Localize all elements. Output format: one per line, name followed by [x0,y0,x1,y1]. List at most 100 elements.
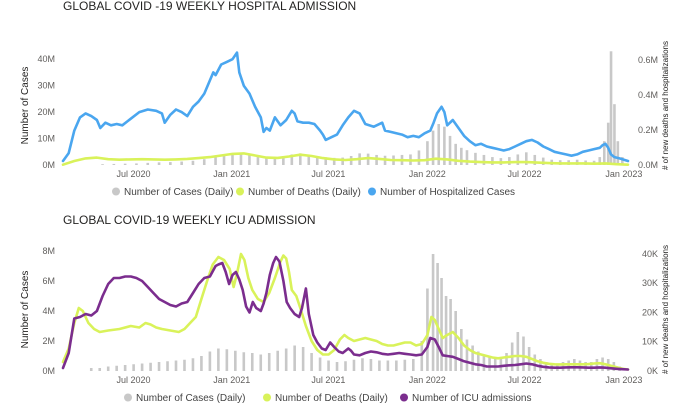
cases-bar [135,163,138,165]
legend-swatch [124,393,132,402]
y-right-tick-label: 0.0M [638,160,658,170]
legend-label: Number of Cases (Daily) [124,187,233,198]
legend-item[interactable]: Number of Cases (Daily) [124,393,245,404]
y-right-axis-label: # of new deaths and hospitalizations [661,245,670,374]
cases-bar [299,153,302,165]
y-right-tick-label: 20K [642,307,658,317]
cases-bar [465,339,469,371]
cases-bar [533,154,537,165]
cases-bar [474,152,477,165]
cases-bar [265,157,268,165]
axes-group: GLOBAL COVID -19 WEEKLY HOSPITAL ADMISSI… [20,0,670,179]
cases-bar [499,357,503,371]
y-tick-label: 40M [37,54,55,64]
cases-bar [191,160,195,165]
cases-bar [214,156,217,165]
cases-bar [248,153,251,165]
x-tick-label: Jan 2021 [213,375,250,385]
legend-item[interactable]: Number of ICU admissions [400,393,531,404]
deaths-line [61,252,630,371]
cases-bar [598,157,602,165]
x-tick-label: Jul 2020 [116,375,150,385]
cases-bar [169,162,172,165]
cases-bar [412,359,415,371]
cases-bar [488,357,491,371]
icu-line [61,255,630,371]
cases-bar [239,152,243,165]
cases-bar [386,360,390,371]
legend-label: Number of Deaths (Daily) [248,187,361,198]
cases-bar [284,348,288,371]
x-tick-label: Jul 2021 [311,375,345,385]
cases-bar [267,353,271,371]
legend-label: Number of Cases (Daily) [136,393,245,404]
cases-bar [200,356,203,371]
cases-bar [273,157,277,165]
legend-swatch [263,393,271,402]
cases-bar [282,156,285,165]
cases-bar [256,155,260,165]
legend-label: Number of Deaths (Daily) [275,393,388,404]
y-tick-label: 30M [37,81,55,91]
cases-bar [482,154,486,165]
legend-item[interactable]: Number of Deaths (Daily) [263,393,388,404]
cases-bar [106,366,110,371]
cases-bar [482,354,486,371]
cases-bar [516,332,520,371]
legend-item[interactable]: Number of Cases (Daily) [112,187,233,198]
legend-label: Number of Hospitalized Cases [380,187,515,198]
cases-bar [335,362,339,371]
cases-bar [449,299,452,371]
cases-bar [448,135,452,165]
cases-bar [465,150,469,165]
cases-bar [491,157,494,165]
cases-bar [307,154,311,165]
cases-bar [567,360,570,371]
cases-bar [157,162,161,165]
legend-swatch [368,187,376,196]
cases-bar [454,143,457,165]
x-tick-label: Jul 2020 [116,169,150,179]
cases-bar [98,368,102,371]
cases-bar [436,263,439,371]
cases-bar [454,311,457,371]
cases-bar [217,348,220,371]
y-right-tick-label: 40K [642,249,658,259]
legend-swatch [112,187,120,196]
y-right-tick-label: 0.6M [638,55,658,65]
chart-title: GLOBAL COVID -19 WEEKLY HOSPITAL ADMISSI… [63,0,356,13]
legend-group: Number of Cases (Daily) Number of Deaths … [124,393,531,404]
y-tick-label: 20M [37,107,55,117]
x-tick-label: Jul 2022 [507,169,541,179]
cases-bar [222,154,226,165]
legend-item[interactable]: Number of Deaths (Daily) [236,187,361,198]
hospital-admission-chart: GLOBAL COVID -19 WEEKLY HOSPITAL ADMISSI… [20,0,670,198]
y-right-tick-label: 0.2M [638,125,658,135]
cases-bar [123,365,127,371]
cases-bar [578,360,582,371]
cases-bar [310,353,313,371]
cases-bar [431,254,435,371]
cases-bar [444,296,448,371]
y-right-tick-label: 0.4M [638,90,658,100]
cases-bar [417,150,421,165]
cases-bar [242,352,246,371]
cases-bar [516,154,520,165]
cases-bar [525,152,528,165]
cases-bar [327,360,330,371]
cases-bar [225,349,229,371]
cases-bar [493,359,497,371]
cases-bar [332,157,336,165]
cases-bar [112,163,116,165]
cases-bar [315,156,319,165]
cases-bar [123,163,127,165]
cases-bar [146,162,150,165]
cases-bar [115,365,118,371]
cases-bar [208,351,212,371]
cases-bar [440,278,443,371]
legend-item[interactable]: Number of Hospitalized Cases [368,187,515,198]
cases-bar [613,104,616,165]
cases-bar [395,360,398,371]
cases-bar [101,164,104,165]
legend-swatch [400,393,408,402]
